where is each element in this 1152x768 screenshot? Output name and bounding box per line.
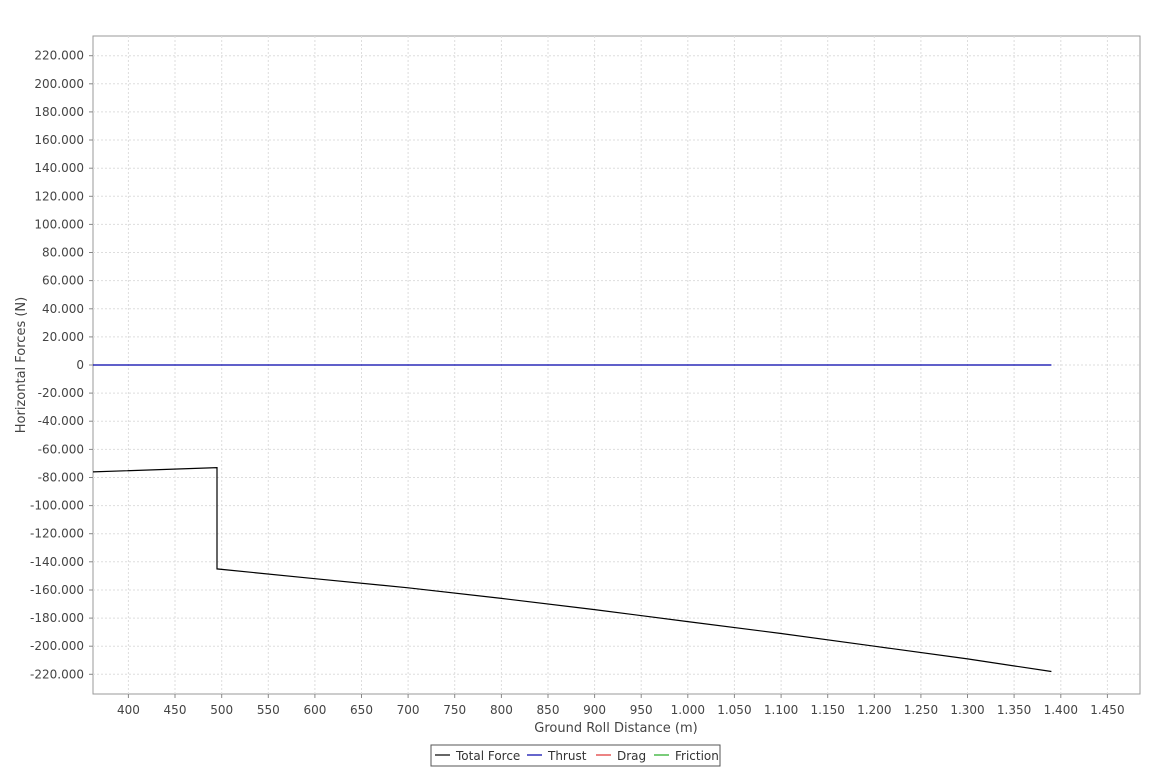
x-tick-label: 500 [210,703,233,717]
y-axis-ticks: 220.000 200.000 180.000 160.000 140.000 120.0… [30,49,93,681]
x-axis-ticks: 400 450 500 550 600 650 700 750 800 850 900 950 1.00… [117,694,1125,717]
legend: Total Force Thrust Drag Friction [430,744,721,767]
y-tick-label: 100.000 [34,217,84,231]
x-tick-label: 550 [257,703,280,717]
y-tick-label: -160.000 [30,583,84,597]
y-tick-label: -220.000 [30,667,84,681]
x-tick-label: 1.100 [764,703,798,717]
y-tick-label: 80.000 [42,246,84,260]
x-axis-title: Ground Roll Distance (m) [534,721,698,736]
x-tick-label: 1.000 [671,703,705,717]
y-tick-label: 220.000 [34,49,84,63]
series-layer [92,364,1052,673]
x-tick-label: 650 [350,703,373,717]
series-line-total-force [92,466,1052,673]
x-tick-label: 450 [164,703,187,717]
x-tick-label: 800 [490,703,513,717]
x-tick-label: 1.450 [1090,703,1124,717]
y-tick-label: -60.000 [38,442,84,456]
x-tick-label: 1.350 [997,703,1031,717]
x-tick-label: 950 [630,703,653,717]
y-axis-title: Horizontal Forces (N) [14,297,29,433]
legend-label-friction: Friction [675,749,719,763]
y-tick-label: -200.000 [30,639,84,653]
y-tick-label: 60.000 [42,274,84,288]
y-tick-label: -20.000 [38,386,84,400]
x-tick-label: 700 [397,703,420,717]
legend-label-thrust: Thrust [547,749,587,763]
y-tick-label: -120.000 [30,527,84,541]
legend-label-drag: Drag [617,749,646,763]
x-tick-label: 1.400 [1044,703,1078,717]
x-tick-label: 1.250 [904,703,938,717]
y-tick-label: 40.000 [42,302,84,316]
x-tick-label: 1.200 [857,703,891,717]
x-tick-label: 850 [537,703,560,717]
y-tick-label: -180.000 [30,611,84,625]
y-tick-label: -40.000 [38,414,84,428]
legend-label-total-force: Total Force [455,749,520,763]
y-tick-label: 180.000 [34,105,84,119]
legend-box [430,744,721,767]
y-tick-label: 20.000 [42,330,84,344]
y-tick-label: 200.000 [34,77,84,91]
x-tick-label: 400 [117,703,140,717]
x-tick-label: 1.150 [811,703,845,717]
y-tick-label: -80.000 [38,471,84,485]
y-tick-label: 140.000 [34,161,84,175]
x-tick-label: 1.050 [717,703,751,717]
y-tick-label: 0 [76,358,84,372]
y-tick-label: -100.000 [30,499,84,513]
y-tick-label: -140.000 [30,555,84,569]
x-tick-label: 900 [583,703,606,717]
x-tick-label: 1.300 [950,703,984,717]
x-tick-label: 600 [303,703,326,717]
x-tick-label: 750 [443,703,466,717]
y-tick-label: 120.000 [34,189,84,203]
y-tick-label: 160.000 [34,133,84,147]
